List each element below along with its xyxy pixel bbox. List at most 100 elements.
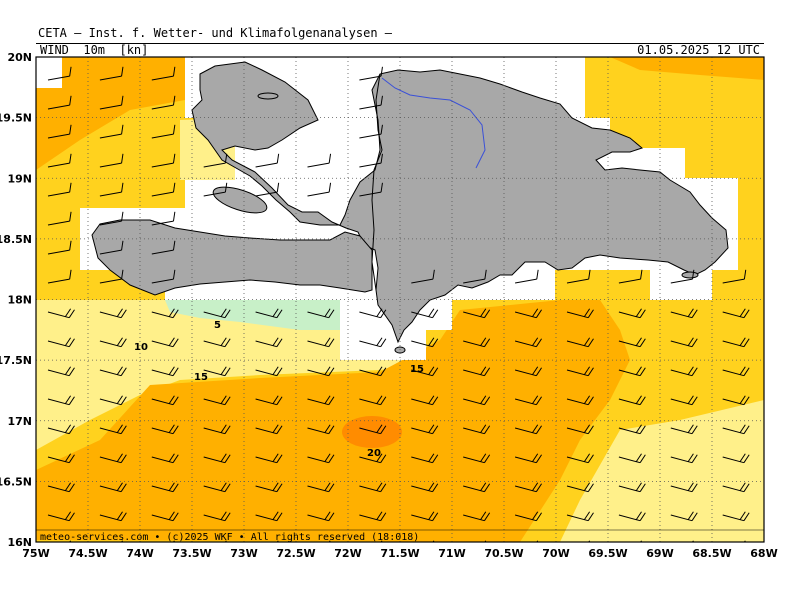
y-tick-label: 18.5N (0, 233, 32, 246)
wind-barb (775, 506, 800, 521)
wind-barb (618, 424, 646, 435)
x-tick-label: 71W (438, 547, 465, 560)
wind-barb (203, 424, 231, 435)
contour-label: 5 (214, 320, 221, 331)
wind-barb (359, 153, 383, 168)
lat-lon-grid (36, 57, 764, 542)
wind-barb (411, 308, 439, 319)
x-tick-label: 71.5W (380, 547, 419, 560)
wind-barb (359, 453, 387, 464)
wind-barb (566, 337, 594, 348)
wind-barb (670, 453, 698, 464)
wind-barb (566, 269, 591, 284)
wind-barb (151, 211, 176, 226)
x-axis-ticks: 75W 74.5W 74W 73.5W 73W 72.5W 72W 71.5W 71W 70.5W… (22, 547, 777, 560)
wind-barb (47, 240, 72, 255)
wind-barb (566, 511, 594, 522)
contour-label: 10 (134, 342, 148, 353)
wind-barb (255, 366, 283, 377)
wind-barb (47, 153, 72, 168)
wind-barb (99, 308, 127, 319)
x-tick-label: 70W (542, 547, 569, 560)
contour-label: 20 (367, 448, 381, 459)
river (381, 77, 486, 169)
wind-barb (514, 308, 542, 319)
wind-barb (566, 424, 594, 435)
wind-barb (775, 390, 800, 405)
wind-barb (359, 424, 387, 435)
contour-label: 15 (194, 372, 208, 383)
wind-barb (359, 337, 387, 348)
wind-barb (151, 424, 179, 435)
wind-barb (514, 482, 542, 493)
wind-barb (99, 453, 127, 464)
wind-barb (47, 482, 75, 493)
wind-barb (307, 366, 335, 377)
wind-barb (307, 511, 335, 522)
wind-band-10 (36, 300, 440, 450)
wind-barb (773, 212, 799, 225)
wind-barb (359, 511, 387, 522)
wind-barb (151, 95, 176, 110)
wind-barb (151, 240, 176, 255)
x-tick-label: 74.5W (68, 547, 107, 560)
wind-barb (411, 424, 439, 435)
wind-barb (255, 153, 280, 168)
wind-barb (99, 124, 124, 139)
wind-barb (411, 482, 439, 493)
wind-barb (47, 211, 72, 226)
wind-barb (722, 511, 750, 522)
wind-barb (670, 269, 695, 284)
wind-barb (151, 395, 179, 406)
wind-barb (47, 182, 72, 197)
x-tick-label: 68W (750, 547, 777, 560)
header-title: CETA — Inst. f. Wetter- und Klimafolgena… (38, 26, 393, 40)
wind-barb (203, 308, 231, 319)
wind-barb (463, 482, 491, 493)
y-axis-ticks: 16N 16.5N 17N 17.5N 18N 18.5N 19N 19.5N 20N (0, 51, 32, 549)
wind-barb (151, 153, 176, 168)
wind-barb (359, 95, 383, 110)
gonave-island (212, 186, 268, 214)
wind-barb (151, 269, 176, 284)
wind-barb (255, 511, 283, 522)
wind-barb (722, 337, 750, 348)
wind-barb (47, 308, 75, 319)
wind-barb (618, 453, 646, 464)
wind-barb (566, 308, 594, 319)
wind-barb (463, 269, 487, 284)
wind-barb (99, 337, 127, 348)
wind-barb (307, 153, 332, 168)
y-tick-label: 18N (7, 294, 32, 307)
tiburon-peninsula (91, 219, 373, 296)
wind-barb (618, 337, 646, 348)
map-frame (35, 56, 765, 543)
wind-barb (722, 453, 750, 464)
wind-barb (514, 366, 542, 377)
wind-barb (47, 269, 72, 284)
y-tick-label: 20N (7, 51, 32, 64)
wind-barb (775, 361, 800, 376)
wind-barb (514, 424, 542, 435)
wind-barb (566, 395, 594, 406)
wind-barb (151, 482, 179, 493)
copyright-text: meteo-services.com • (c)2025 WKF • All r… (40, 532, 419, 543)
wind-barb (255, 308, 283, 319)
wind-barb (463, 366, 491, 377)
wind-barb (775, 419, 800, 434)
wind-barb (670, 308, 698, 319)
wind-barb (515, 269, 539, 284)
wind-barb (411, 366, 439, 377)
wind-barb (359, 66, 383, 81)
wind-barb (47, 424, 75, 435)
wind-barb (255, 453, 283, 464)
wind-band-5 (165, 300, 340, 330)
wind-barb (670, 395, 698, 406)
wind-barb (99, 366, 127, 377)
wind-barb (47, 511, 75, 522)
wind-barb (99, 269, 124, 284)
wind-barb (773, 270, 799, 283)
x-tick-label: 68.5W (692, 547, 731, 560)
wind-barb (151, 337, 179, 348)
